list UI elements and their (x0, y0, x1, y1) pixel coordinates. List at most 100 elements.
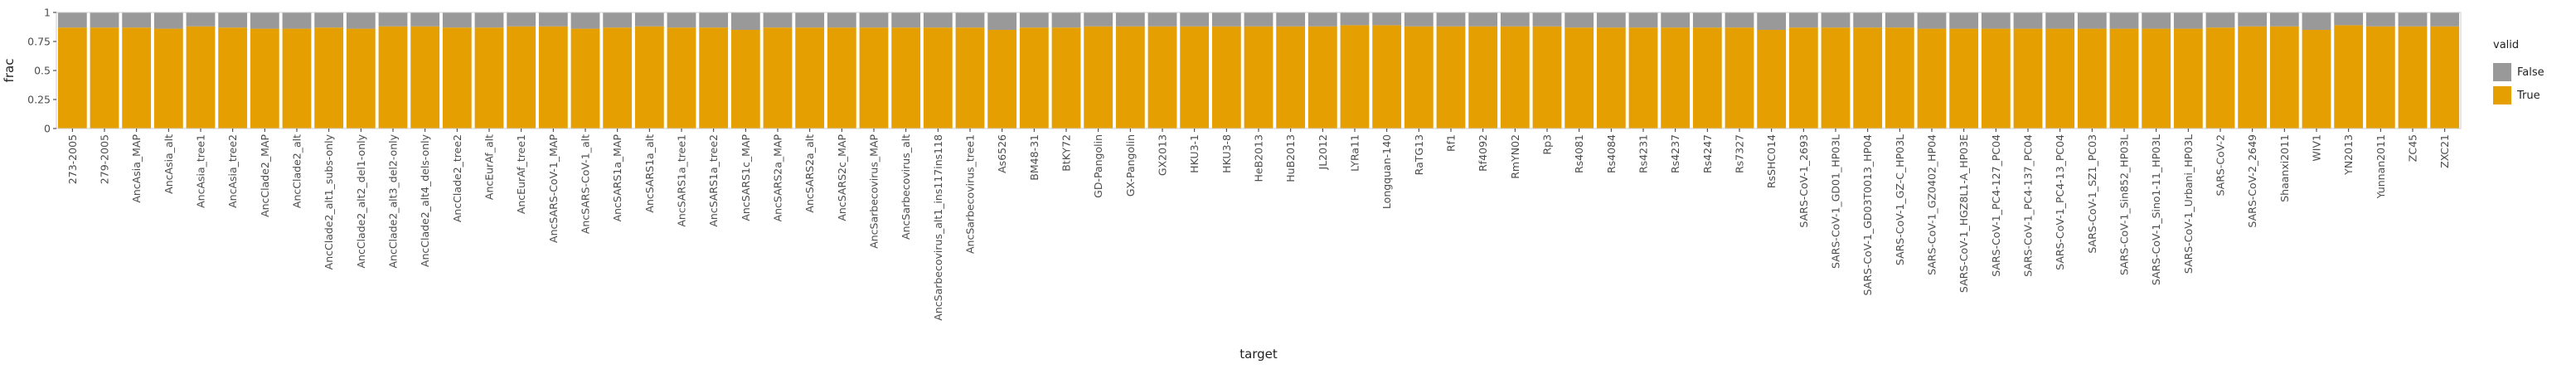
bar-false (1885, 12, 1914, 28)
bar-true (2269, 26, 2299, 129)
bar-false (570, 12, 600, 29)
bar-true (827, 27, 856, 129)
bar-true (1115, 26, 1145, 129)
y-tick-label: 0.25 (27, 94, 51, 106)
bar-true (2430, 26, 2460, 129)
bar-true (2077, 28, 2107, 129)
bar-true (90, 27, 119, 129)
x-tick-label: HKU3-1 (1188, 134, 1201, 173)
bar-false (2334, 12, 2364, 26)
bar-false (507, 12, 536, 27)
x-tick-label: Rf4092 (1477, 134, 1489, 172)
bar-false (1949, 12, 1979, 29)
x-tick-label: AncClade2_alt1_subs-only (323, 134, 335, 269)
bar-true (57, 27, 87, 129)
bar-false (250, 12, 279, 29)
x-tick-label: Rs4084 (1605, 134, 1618, 173)
bar-false (1051, 12, 1081, 28)
x-tick-label: YN2013 (2342, 134, 2355, 176)
bar-false (186, 12, 216, 27)
x-tick-label: AncSARS-CoV-1_MAP (547, 134, 560, 243)
bar-true (1147, 26, 1177, 129)
x-tick-label: SARS-CoV-1_GD01_HP03L (1830, 134, 1842, 269)
bar-false (1084, 12, 1113, 27)
bar-false (1340, 12, 1370, 26)
bar-true (891, 27, 921, 129)
x-tick-label: AncEurAf_alt (483, 134, 496, 200)
x-axis-title: target (1239, 347, 1278, 362)
x-tick-label: SARS-CoV-1_PC4-137_PC04 (2022, 134, 2035, 277)
bar-true (1468, 26, 1498, 129)
bar-true (1661, 27, 1691, 129)
bar-true (923, 27, 953, 129)
bar-true (378, 26, 408, 129)
bar-true (1436, 26, 1466, 129)
legend-swatch-true (2493, 86, 2511, 104)
bar-true (2109, 28, 2139, 129)
x-tick-label: SARS-CoV-1_2693 (1797, 134, 1810, 228)
bar-false (1821, 12, 1851, 28)
bar-true (699, 27, 729, 129)
x-tick-label: Rs4231 (1637, 134, 1650, 173)
bar-false (1853, 12, 1883, 28)
bar-true (122, 27, 152, 129)
x-tick-label: AncSarbecovirus_alt (900, 134, 912, 240)
legend-title: valid (2493, 39, 2519, 51)
bar-false (2238, 12, 2268, 27)
bar-false (603, 12, 633, 28)
bar-true (1307, 26, 1337, 129)
bar-false (699, 12, 729, 28)
bar-true (1372, 25, 1402, 129)
x-tick-label: Rf1 (1445, 134, 1458, 152)
bar-true (282, 28, 312, 129)
bar-true (2334, 25, 2364, 129)
bar-false (1981, 12, 2011, 29)
bar-true (1019, 27, 1049, 129)
bar-true (603, 27, 633, 129)
x-tick-label: AncClade2_alt (291, 134, 303, 208)
bar-false (634, 12, 664, 27)
bar-true (474, 27, 504, 129)
x-tick-label: SARS-CoV-2_2649 (2246, 134, 2258, 228)
bar-false (1019, 12, 1049, 28)
x-tick-label: Rs7327 (1734, 134, 1746, 173)
x-tick-label: SARS-CoV-1_PC4-13_PC04 (2054, 134, 2066, 270)
bar-true (955, 27, 985, 129)
x-tick-label: SARS-CoV-1_SZ1_PC03 (2086, 134, 2098, 254)
bar-false (1276, 12, 1306, 27)
bar-true (1821, 27, 1851, 129)
bar-true (1885, 27, 1914, 129)
x-tick-label: Shaanxi2011 (2278, 134, 2291, 202)
bar-true (987, 30, 1017, 129)
x-axis: 273-2005 279-2005 AncAsia_MAP AncAsia_alt An… (66, 129, 2451, 321)
x-tick-label: SARS-CoV-1_PC4-127_PC04 (1990, 134, 2002, 277)
y-axis: 0 0.25 0.5 0.75 1 (27, 7, 56, 135)
bar-true (1532, 26, 1562, 129)
bar-false (2365, 12, 2395, 27)
bar-false (2045, 12, 2075, 29)
bar-true (795, 27, 825, 129)
x-tick-label: AncSARS2c_MAP (836, 134, 848, 221)
bar-true (1404, 26, 1434, 129)
bar-false (2077, 12, 2107, 29)
x-tick-label: RaTG13 (1413, 134, 1425, 175)
bar-true (1981, 28, 2011, 129)
x-tick-label: GX-Pangolin (1124, 134, 1137, 197)
x-tick-label: Yunnan2011 (2375, 134, 2387, 199)
x-tick-label: SARS-CoV-1_GZ0402_HP04 (1926, 134, 1938, 275)
bar-false (1404, 12, 1434, 27)
bars-layer (57, 12, 2460, 129)
bar-true (1500, 26, 1530, 129)
x-tick-label: Rs4081 (1573, 134, 1585, 173)
y-axis-title: frac (2, 59, 17, 83)
bar-false (1628, 12, 1658, 28)
bar-false (1372, 12, 1402, 26)
bar-false (1725, 12, 1754, 28)
bar-false (1436, 12, 1466, 27)
bar-false (1468, 12, 1498, 27)
x-tick-label: HeB2013 (1253, 134, 1265, 182)
x-tick-label: AncClade2_alt2_del1-only (355, 134, 367, 268)
bar-false (90, 12, 119, 28)
x-tick-label: Longquan-140 (1380, 134, 1393, 209)
x-tick-label: LYRa11 (1349, 134, 1361, 172)
